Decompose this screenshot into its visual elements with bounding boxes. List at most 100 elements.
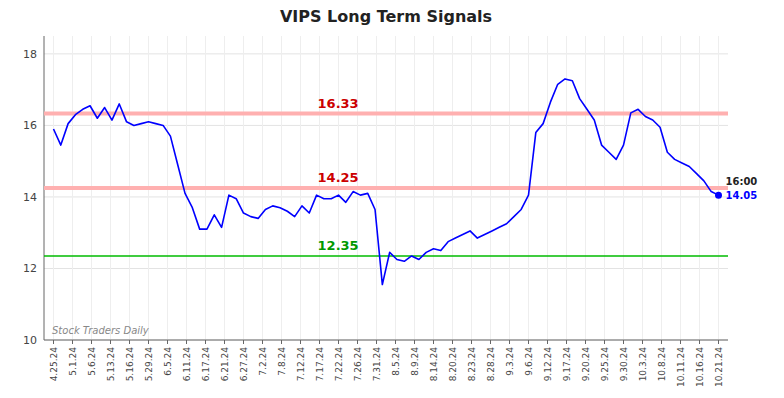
x-tick: [167, 340, 168, 344]
x-tick-label: 7.17.24: [315, 347, 325, 382]
x-tick-label: 9.20.24: [581, 347, 591, 382]
x-tick-label: 9.3.24: [505, 347, 515, 376]
x-tick: [566, 340, 567, 344]
y-tick-label: 10: [23, 334, 37, 347]
y-tick-label: 16: [23, 119, 37, 132]
x-tick: [262, 340, 263, 344]
x-tick: [129, 340, 130, 344]
x-tick: [585, 340, 586, 344]
x-tick: [110, 340, 111, 344]
x-tick-label: 10.3.24: [638, 347, 648, 382]
x-tick-label: 6.11.24: [182, 347, 192, 382]
x-tick-label: 7.2.24: [258, 347, 268, 376]
reference-line: [44, 186, 728, 190]
x-tick-label: 8.23.24: [467, 347, 477, 382]
title: VIPS Long Term Signals: [280, 7, 492, 26]
x-tick: [376, 340, 377, 344]
x-tick: [471, 340, 472, 344]
x-tick-label: 8.9.24: [410, 347, 420, 376]
x-tick-label: 8.20.24: [448, 347, 458, 382]
x-tick: [186, 340, 187, 344]
x-tick-label: 6.5.24: [163, 347, 173, 376]
x-tick: [604, 340, 605, 344]
x-tick: [53, 340, 54, 344]
x-tick: [300, 340, 301, 344]
x-tick: [357, 340, 358, 344]
x-tick-label: 5.13.24: [106, 347, 116, 382]
x-tick: [452, 340, 453, 344]
grid-line-y: [44, 125, 728, 126]
x-tick: [661, 340, 662, 344]
reference-label: 12.35: [318, 238, 359, 253]
x-tick-label: 10.16.24: [695, 347, 705, 387]
end-label-time: 16:00: [726, 176, 758, 187]
x-tick-label: 9.12.24: [543, 347, 553, 382]
x-tick-label: 8.14.24: [429, 347, 439, 382]
x-tick: [642, 340, 643, 344]
x-tick-label: 9.17.24: [562, 347, 572, 382]
grid-line-y: [44, 340, 728, 341]
x-tick-label: 5.1.24: [68, 347, 78, 376]
x-tick-label: 5.29.24: [144, 347, 154, 382]
watermark: Stock Traders Daily: [52, 325, 150, 336]
x-tick: [547, 340, 548, 344]
x-tick-label: 9.30.24: [619, 347, 629, 382]
x-tick: [72, 340, 73, 344]
x-tick-label: 10.11.24: [676, 347, 686, 387]
reference-label: 16.33: [318, 96, 359, 111]
x-tick: [338, 340, 339, 344]
grid-line-y: [44, 53, 728, 54]
x-tick-label: 8.5.24: [391, 347, 401, 376]
x-tick: [414, 340, 415, 344]
x-axis: 4.25.24 5.1.24 5.6.24 5.13.24 5.16.24 5.29.24…: [44, 340, 728, 387]
x-tick: [319, 340, 320, 344]
x-tick: [281, 340, 282, 344]
reference-label: 14.25: [318, 170, 359, 185]
x-tick-label: 5.16.24: [125, 347, 135, 382]
x-tick: [205, 340, 206, 344]
x-tick-label: 9.6.24: [524, 347, 534, 376]
x-tick-label: 4.25.24: [49, 347, 59, 382]
x-tick: [243, 340, 244, 344]
plot-area: [44, 79, 728, 285]
x-tick-label: 7.12.24: [296, 347, 306, 382]
grid: [44, 36, 728, 340]
x-tick-label: 7.26.24: [353, 347, 363, 382]
x-tick-label: 5.6.24: [87, 347, 97, 376]
x-tick-label: 7.8.24: [277, 347, 287, 376]
grid-line-y: [44, 196, 728, 197]
x-tick: [623, 340, 624, 344]
x-tick: [699, 340, 700, 344]
x-tick-label: 9.25.24: [600, 347, 610, 382]
reference-line: [44, 255, 728, 257]
x-tick: [224, 340, 225, 344]
y-tick-label: 18: [23, 48, 37, 61]
x-tick: [509, 340, 510, 344]
end-dot: [715, 192, 722, 199]
x-tick-label: 7.22.24: [334, 347, 344, 382]
x-tick: [91, 340, 92, 344]
x-tick-label: 7.31.24: [372, 347, 382, 382]
x-tick-label: 6.17.24: [201, 347, 211, 382]
x-axis-line: [44, 340, 728, 341]
x-tick-label: 6.27.24: [239, 347, 249, 382]
y-axis: 10 12 14 16 18: [23, 36, 44, 347]
x-tick: [490, 340, 491, 344]
x-tick: [680, 340, 681, 344]
end-label-price: 14.05: [726, 190, 758, 201]
x-tick-label: 10.21.24: [714, 347, 724, 387]
x-tick-label: 10.8.24: [657, 347, 667, 382]
y-tick-label: 12: [23, 262, 37, 275]
x-tick: [148, 340, 149, 344]
x-tick-label: 6.21.24: [220, 347, 230, 382]
x-tick-label: 8.28.24: [486, 347, 496, 382]
x-tick: [528, 340, 529, 344]
y-tick-label: 14: [23, 191, 37, 204]
reference-line: [44, 112, 728, 116]
x-tick: [433, 340, 434, 344]
price-line: [54, 79, 719, 285]
chart: VIPS Long Term Signals 10 12 14 16 18 4.25.24 5…: [0, 0, 784, 398]
x-tick: [395, 340, 396, 344]
labels: 16.33 14.25 12.35 16:00 14.05 Stock Traders D…: [52, 96, 757, 336]
x-tick: [718, 340, 719, 344]
